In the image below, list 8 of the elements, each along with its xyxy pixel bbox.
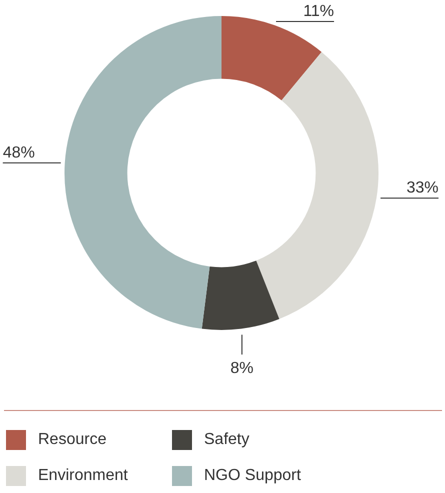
legend-label: Environment: [38, 467, 128, 485]
data-label: 11%: [303, 2, 334, 20]
data-label: 48%: [2, 144, 35, 162]
legend-label: Safety: [204, 431, 250, 449]
legend-label: NGO Support: [204, 467, 301, 485]
data-label: 8%: [230, 360, 254, 377]
data-label: 33%: [406, 180, 439, 197]
legend-label: Resource: [38, 431, 106, 449]
